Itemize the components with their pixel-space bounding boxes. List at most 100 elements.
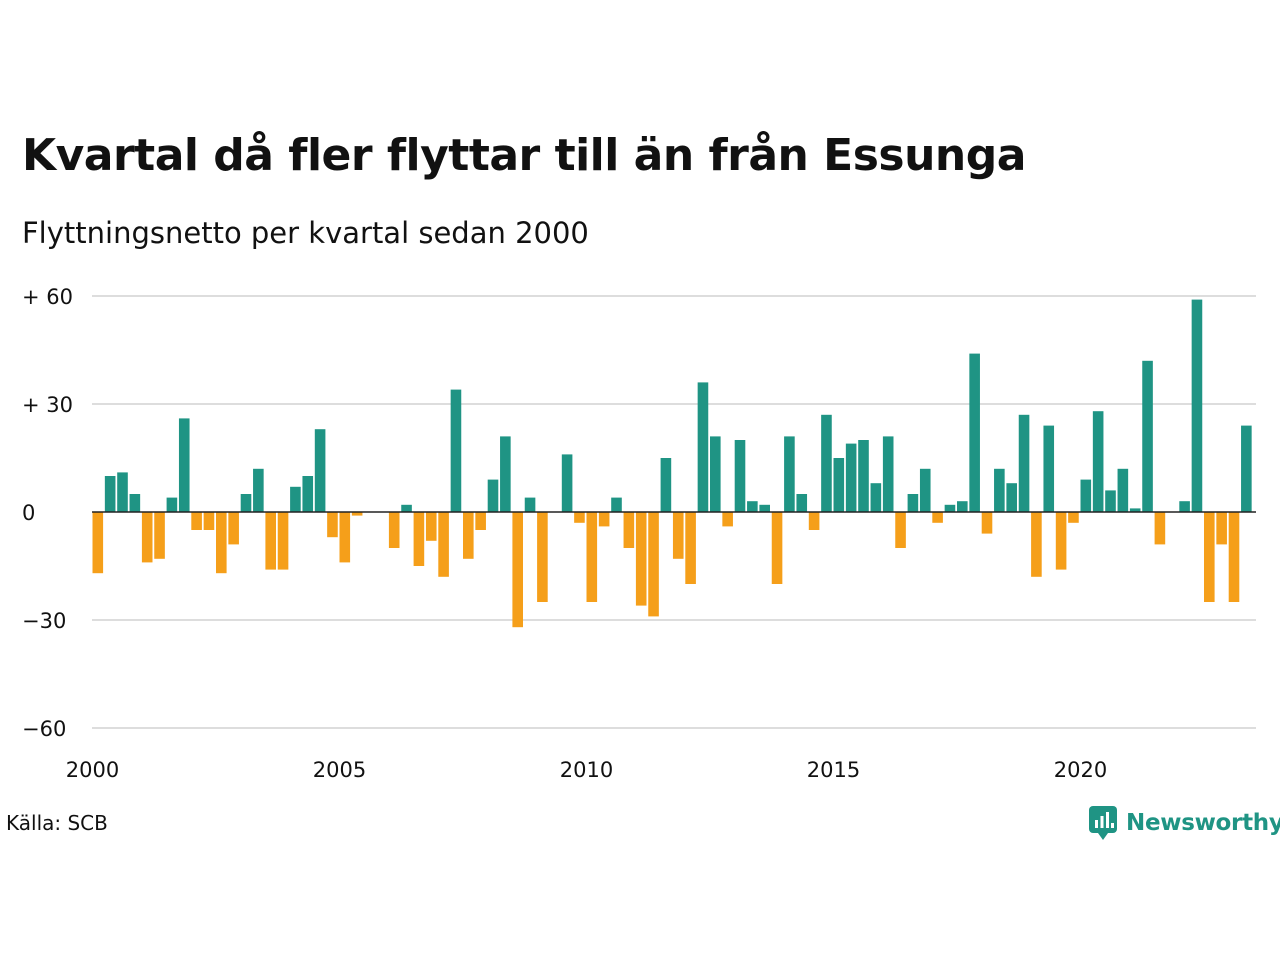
bar-2001K1 (141, 512, 153, 563)
bar-2013K4 (771, 512, 783, 584)
bar-2014K1 (784, 436, 795, 512)
bar-2023K1 (1228, 512, 1240, 602)
bar-2010K2 (598, 512, 610, 527)
bar-2006K4 (425, 512, 437, 541)
bar-2020K1 (1080, 479, 1092, 512)
bar-2004K2 (302, 476, 314, 512)
brand-name: Newsworthy (1126, 810, 1280, 836)
bar-2016K4 (919, 468, 931, 512)
bar-2016K1 (882, 436, 894, 512)
bar-2020K2 (1092, 411, 1104, 512)
bar-2002K2 (203, 512, 215, 530)
bar-2018K1 (981, 512, 993, 534)
bar-2002K3 (216, 512, 227, 574)
bar-2021K3 (1154, 512, 1166, 545)
bar-2004K1 (290, 486, 301, 512)
bar-2014K3 (808, 512, 820, 530)
brand-logo[interactable]: Newsworthy (1088, 803, 1280, 843)
bar-2003K4 (277, 512, 289, 570)
bar-2018K3 (1006, 483, 1017, 512)
bar-2008K2 (500, 436, 511, 512)
bar-2009K1 (537, 512, 548, 602)
bar-2021K2 (1142, 360, 1153, 512)
bar-2006K1 (388, 512, 400, 548)
newsworthy-logo-icon (1089, 806, 1117, 840)
bar-2021K1 (1129, 508, 1141, 512)
source-note: Källa: SCB (6, 811, 108, 835)
bar-2007K3 (463, 512, 474, 559)
bar-2011K3 (660, 458, 672, 512)
bar-2010K1 (586, 512, 598, 602)
y-axis-labels: + 60 + 30 0 −30 −60 (22, 285, 73, 741)
y-tick-label: 0 (22, 501, 35, 525)
bar-2018K4 (1018, 414, 1030, 512)
bar-2019K1 (1031, 512, 1042, 577)
bar-2014K4 (821, 414, 832, 512)
bar-2007K2 (450, 389, 462, 512)
bar-2008K3 (512, 512, 523, 628)
bar-2000K3 (117, 472, 128, 512)
bar-2015K1 (833, 458, 845, 512)
bar-2020K4 (1117, 468, 1129, 512)
bar-2016K3 (907, 494, 919, 512)
bar-2015K3 (858, 440, 869, 512)
bar-2009K4 (574, 512, 585, 523)
bar-2013K2 (747, 501, 758, 512)
x-tick-label: 2000 (66, 758, 119, 782)
x-tick-label: 2005 (313, 758, 366, 782)
x-tick-label: 2020 (1054, 758, 1107, 782)
y-tick-label: −30 (22, 609, 66, 633)
chart-title: Kvartal då fler flyttar till än från Ess… (22, 130, 1026, 181)
bar-2006K3 (413, 512, 425, 566)
bar-2015K4 (870, 483, 882, 512)
bars (92, 299, 1252, 628)
bar-2010K4 (623, 512, 635, 548)
bar-2000K1 (92, 512, 104, 574)
bar-2019K2 (1043, 425, 1055, 512)
bar-2017K4 (969, 353, 980, 512)
bar-2002K1 (191, 512, 202, 530)
bar-2019K3 (1055, 512, 1067, 570)
bar-2022K3 (1204, 512, 1215, 602)
bar-2006K2 (401, 504, 412, 512)
bar-2008K4 (524, 497, 536, 512)
bar-2011K1 (635, 512, 647, 606)
bar-2022K2 (1191, 299, 1203, 512)
bar-2001K2 (154, 512, 165, 559)
bar-2012K1 (685, 512, 696, 584)
y-tick-label: + 60 (22, 285, 73, 309)
bar-2007K1 (438, 512, 449, 577)
bar-2013K3 (759, 504, 770, 512)
y-tick-label: −60 (22, 717, 66, 741)
bar-2017K1 (932, 512, 943, 523)
bar-2016K2 (895, 512, 906, 548)
bar-2013K1 (734, 440, 746, 512)
bar-2014K2 (796, 494, 808, 512)
bar-2005K1 (339, 512, 351, 563)
y-tick-label: + 30 (22, 393, 73, 417)
bar-2019K4 (1068, 512, 1079, 523)
chart-subtitle: Flyttningsnetto per kvartal sedan 2000 (22, 216, 589, 250)
bar-2009K3 (561, 454, 573, 512)
bar-2004K4 (327, 512, 338, 538)
x-tick-label: 2015 (807, 758, 860, 782)
bar-2000K4 (129, 494, 141, 512)
bar-2020K3 (1105, 490, 1116, 512)
bar-2022K4 (1216, 512, 1227, 545)
bar-2012K2 (697, 382, 709, 512)
grid-lines (92, 295, 1256, 729)
bar-2012K4 (722, 512, 733, 527)
bar-2002K4 (228, 512, 239, 545)
bar-2011K4 (672, 512, 684, 559)
bar-2017K2 (944, 504, 956, 512)
x-tick-label: 2010 (560, 758, 613, 782)
x-axis-labels: 2000 2005 2010 2015 2020 (66, 758, 1107, 782)
bar-2022K1 (1179, 501, 1190, 512)
bar-2018K2 (994, 468, 1005, 512)
bar-2011K2 (648, 512, 659, 617)
bar-2003K3 (265, 512, 276, 570)
bar-2012K3 (710, 436, 721, 512)
bar-2000K2 (104, 476, 116, 512)
bar-2003K1 (240, 494, 252, 512)
bar-2001K4 (178, 418, 190, 512)
